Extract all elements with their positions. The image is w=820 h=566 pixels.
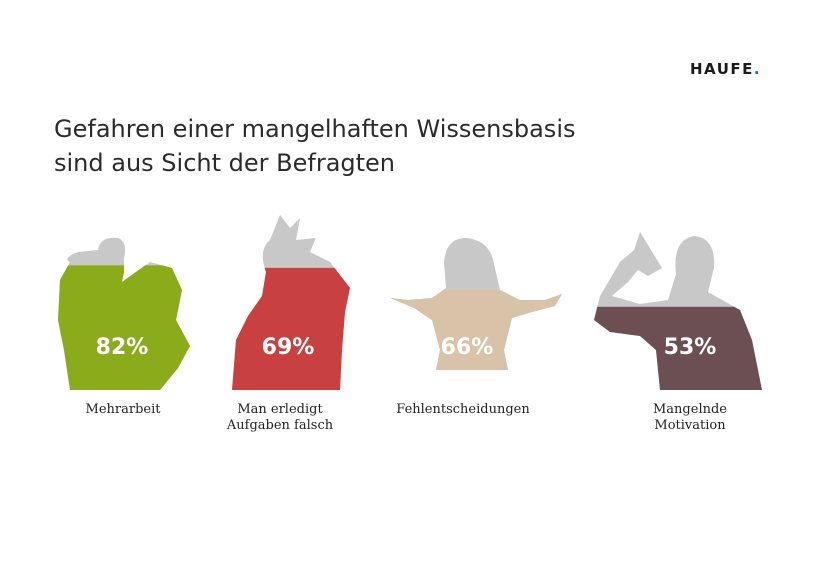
value-label: 82% xyxy=(96,335,149,360)
chart-title: Gefahren einer mangelhaften Wissensbasis… xyxy=(54,112,575,180)
title-line-2: sind aus Sicht der Befragten xyxy=(54,149,396,177)
category-label-mehrarbeit: Mehrarbeit xyxy=(85,402,161,417)
figure-fill-bar xyxy=(58,265,190,390)
value-label: 69% xyxy=(262,335,315,360)
value-label: 53% xyxy=(664,335,717,360)
category-label-motivation: Mangelnde Motivation xyxy=(653,402,727,433)
category-label-fehlentscheidungen: Fehlentscheidungen xyxy=(396,402,530,417)
title-line-1: Gefahren einer mangelhaften Wissensbasis xyxy=(54,115,576,143)
haufe-logo: HAUFE. xyxy=(690,60,762,78)
category-label-aufgaben-falsch: Man erledigt Aufgaben falsch xyxy=(226,402,334,433)
value-label: 66% xyxy=(441,335,494,360)
